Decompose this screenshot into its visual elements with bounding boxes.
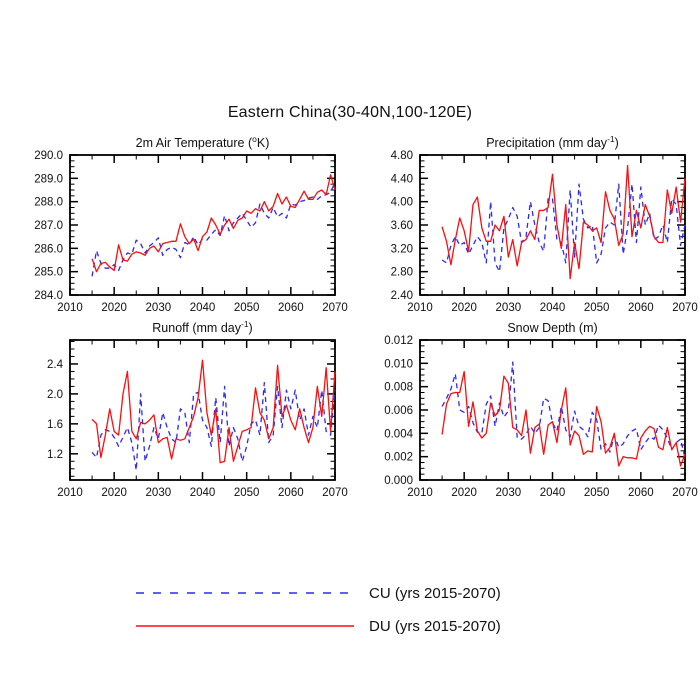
svg-text:0.004: 0.004: [384, 428, 413, 440]
svg-text:287.0: 287.0: [34, 220, 63, 232]
svg-text:2010: 2010: [57, 302, 83, 314]
svg-text:2050: 2050: [584, 302, 610, 314]
legend: CU (yrs 2015-2070) DU (yrs 2015-2070): [135, 584, 565, 650]
legend-item-du: DU (yrs 2015-2070): [135, 617, 565, 635]
svg-text:2m Air Temperature (oK): 2m Air Temperature (oK): [136, 134, 270, 150]
svg-text:2.4: 2.4: [47, 359, 64, 371]
svg-text:290.0: 290.0: [34, 150, 63, 162]
legend-item-cu: CU (yrs 2015-2070): [135, 584, 565, 602]
svg-text:0.012: 0.012: [384, 335, 413, 347]
svg-text:2020: 2020: [101, 487, 127, 499]
svg-text:2030: 2030: [496, 487, 522, 499]
page-title: Eastern China(30-40N,100-120E): [227, 104, 473, 121]
svg-text:4.00: 4.00: [391, 197, 413, 209]
svg-text:0.002: 0.002: [384, 452, 413, 464]
svg-text:Snow Depth (m): Snow Depth (m): [507, 321, 597, 335]
svg-text:2030: 2030: [146, 302, 172, 314]
svg-text:3.60: 3.60: [391, 220, 413, 232]
svg-text:4.80: 4.80: [391, 150, 413, 162]
svg-text:288.0: 288.0: [34, 197, 63, 209]
svg-text:2010: 2010: [57, 487, 83, 499]
du-solid-line-sample: [136, 625, 354, 627]
legend-label-cu: CU (yrs 2015-2070): [369, 584, 501, 602]
svg-text:2030: 2030: [496, 302, 522, 314]
svg-text:2020: 2020: [451, 302, 477, 314]
svg-text:2040: 2040: [540, 302, 566, 314]
svg-text:4.40: 4.40: [391, 173, 413, 185]
svg-text:2020: 2020: [451, 487, 477, 499]
svg-text:0.006: 0.006: [384, 405, 413, 417]
precipitation-chart: 2010 2020 2030 2040 2050 2060 2070 2.40 2.80 3.20…: [391, 134, 698, 314]
svg-text:2040: 2040: [190, 302, 216, 314]
svg-text:2060: 2060: [628, 302, 654, 314]
svg-text:289.0: 289.0: [34, 173, 63, 185]
snow-depth-chart: 2010 2020 2030 2040 2050 2060 2070 0.000 0.002 0.…: [384, 321, 698, 499]
plot-snow-depth: 2010 2020 2030 2040 2050 2060 2070 0.000 0.002 0.…: [365, 318, 700, 518]
svg-text:284.0: 284.0: [34, 290, 63, 302]
svg-text:2010: 2010: [407, 487, 433, 499]
svg-text:2060: 2060: [278, 487, 304, 499]
svg-text:286.0: 286.0: [34, 243, 63, 255]
svg-text:2020: 2020: [101, 302, 127, 314]
svg-text:0.010: 0.010: [384, 358, 413, 370]
plot-air-temperature: 2010 2020 2030 2040 2050 2060 2070 284.0 285.0 28…: [15, 133, 355, 333]
legend-label-du: DU (yrs 2015-2070): [369, 617, 501, 635]
svg-text:2040: 2040: [190, 487, 216, 499]
svg-text:2050: 2050: [234, 302, 260, 314]
svg-text:2060: 2060: [628, 487, 654, 499]
svg-text:2.0: 2.0: [47, 389, 63, 401]
air-temperature-chart: 2010 2020 2030 2040 2050 2060 2070 284.0 285.0 28…: [34, 134, 348, 314]
svg-text:285.0: 285.0: [34, 267, 63, 279]
svg-text:2.40: 2.40: [391, 290, 413, 302]
svg-text:Runoff (mm day-1): Runoff (mm day-1): [152, 319, 252, 335]
svg-text:1.2: 1.2: [47, 449, 63, 461]
svg-text:2050: 2050: [234, 487, 260, 499]
svg-text:Precipitation (mm day-1): Precipitation (mm day-1): [486, 134, 619, 150]
svg-text:2.80: 2.80: [391, 267, 413, 279]
svg-text:2070: 2070: [322, 302, 348, 314]
runoff-chart: 2010 2020 2030 2040 2050 2060 2070 1.2 1.6 2.0 2.4…: [47, 319, 348, 499]
svg-text:2070: 2070: [672, 487, 698, 499]
svg-text:0.000: 0.000: [384, 475, 413, 487]
plot-precipitation: 2010 2020 2030 2040 2050 2060 2070 2.40 2.80 3.20…: [365, 133, 700, 333]
svg-text:2070: 2070: [322, 487, 348, 499]
svg-text:2050: 2050: [584, 487, 610, 499]
svg-text:3.20: 3.20: [391, 243, 413, 255]
svg-text:2040: 2040: [540, 487, 566, 499]
svg-text:2030: 2030: [146, 487, 172, 499]
svg-text:2010: 2010: [407, 302, 433, 314]
plot-runoff: 2010 2020 2030 2040 2050 2060 2070 1.2 1.6 2.0 2.4…: [15, 318, 355, 518]
svg-text:2070: 2070: [672, 302, 698, 314]
cu-dashed-line-sample: [136, 592, 354, 594]
svg-text:0.008: 0.008: [384, 382, 413, 394]
svg-text:2060: 2060: [278, 302, 304, 314]
svg-text:1.6: 1.6: [47, 419, 63, 431]
